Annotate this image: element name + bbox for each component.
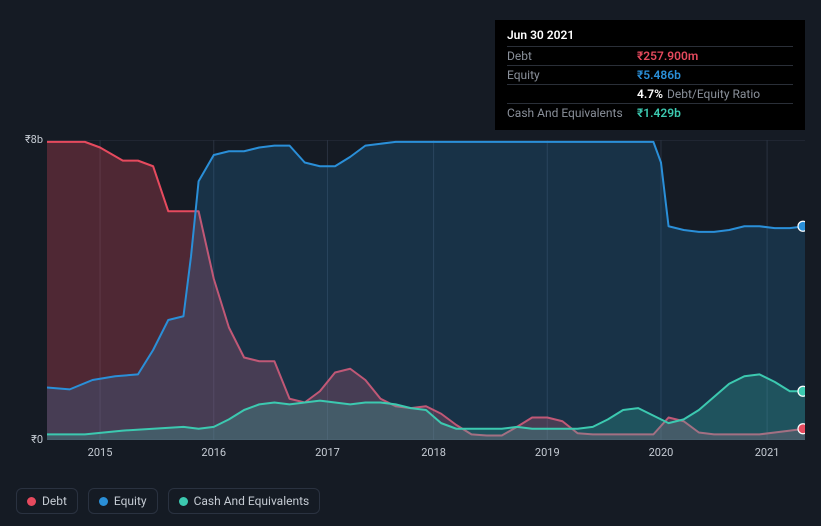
legend-label: Cash And Equivalents — [194, 494, 310, 508]
tooltip-row: Equity₹5.486b — [507, 65, 793, 84]
legend-item[interactable]: Cash And Equivalents — [168, 488, 321, 514]
legend-label: Debt — [42, 494, 67, 508]
legend-dot-icon — [179, 497, 188, 506]
tooltip-row-label — [507, 87, 637, 101]
tooltip-row-value: ₹5.486b — [637, 68, 681, 82]
legend-label: Equity — [114, 494, 147, 508]
legend-item[interactable]: Debt — [16, 488, 78, 514]
tooltip-row: Debt₹257.900m — [507, 46, 793, 65]
x-axis-label: 2021 — [755, 446, 780, 459]
tooltip-date: Jun 30 2021 — [507, 28, 793, 46]
legend-dot-icon — [27, 497, 36, 506]
tooltip-row-value: ₹257.900m — [637, 49, 698, 63]
x-axis-label: 2016 — [201, 446, 226, 459]
tooltip-row-label: Equity — [507, 68, 637, 82]
legend-item[interactable]: Equity — [88, 488, 158, 514]
chart-tooltip: Jun 30 2021 Debt₹257.900mEquity₹5.486b4.… — [495, 20, 805, 130]
y-axis-label: ₹8b — [3, 133, 43, 146]
y-axis-label: ₹0 — [3, 433, 43, 446]
chart-container: Jun 30 2021 Debt₹257.900mEquity₹5.486b4.… — [0, 0, 821, 526]
legend-dot-icon — [99, 497, 108, 506]
x-axis-label: 2020 — [649, 446, 674, 459]
tooltip-row-value: ₹1.429b — [637, 106, 681, 120]
x-axis-label: 2015 — [88, 446, 113, 459]
tooltip-row-label: Debt — [507, 49, 637, 63]
tooltip-ratio-label: Debt/Equity Ratio — [667, 87, 760, 101]
tooltip-row-label: Cash And Equivalents — [507, 106, 637, 120]
tooltip-row-value: 4.7%Debt/Equity Ratio — [637, 87, 760, 101]
area-chart[interactable] — [47, 140, 805, 440]
x-axis-label: 2018 — [421, 446, 446, 459]
x-axis-label: 2019 — [535, 446, 560, 459]
x-axis-label: 2017 — [315, 446, 340, 459]
tooltip-row: Cash And Equivalents₹1.429b — [507, 103, 793, 122]
tooltip-row: 4.7%Debt/Equity Ratio — [507, 84, 793, 103]
chart-legend: Debt Equity Cash And Equivalents — [16, 488, 320, 514]
